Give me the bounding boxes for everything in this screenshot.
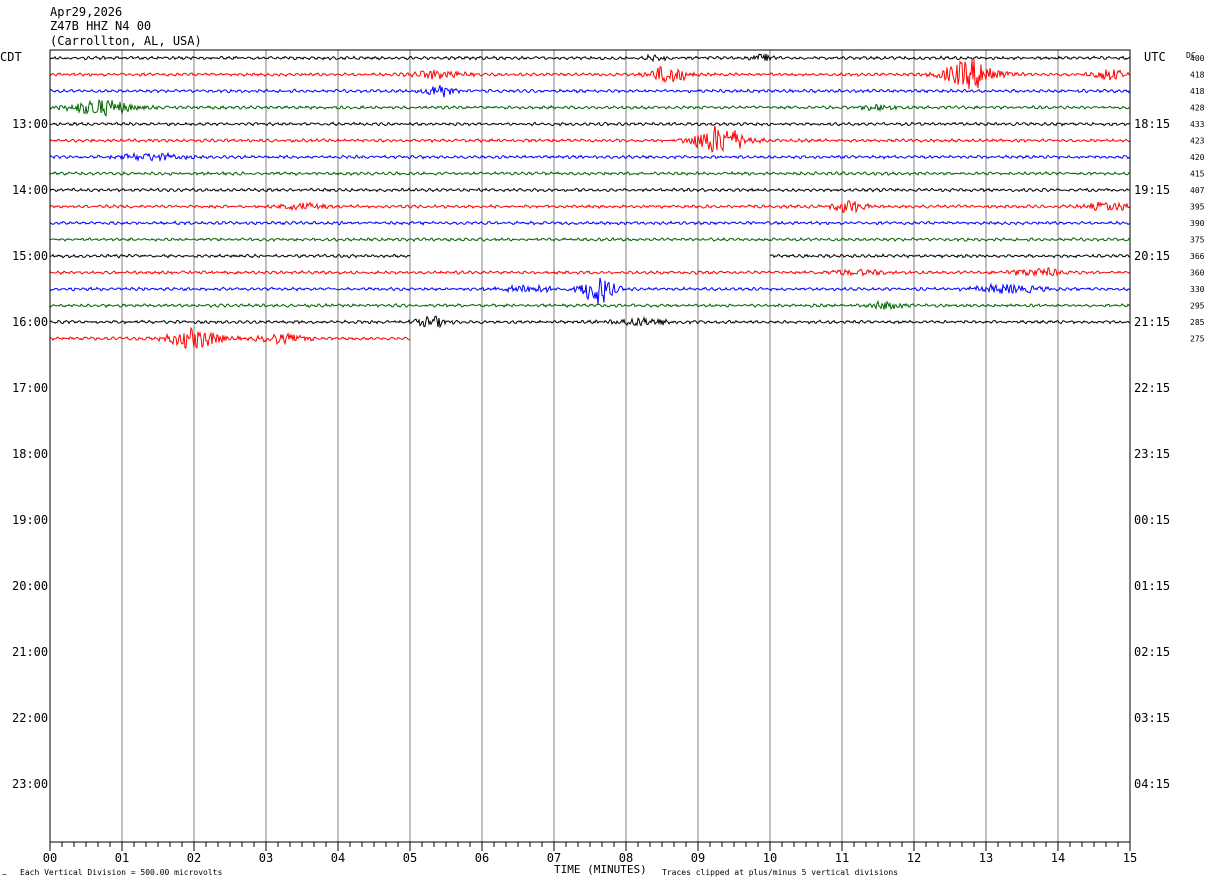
x-axis-title: TIME (MINUTES) — [554, 863, 647, 876]
left-hour-label: 18:00 — [12, 447, 48, 461]
left-hour-labels: 13:00 14:00 15:00 16:00 17:00 18:00 19:00 20:00… — [12, 117, 48, 791]
right-hour-label: 03:15 — [1134, 711, 1170, 725]
header-date: Apr29,2026 — [50, 5, 122, 19]
trace-row — [49, 187, 1130, 193]
trace-row — [49, 125, 1131, 153]
x-tick-label: 14 — [1051, 851, 1065, 865]
left-hour-label: 16:00 — [12, 315, 48, 329]
left-hour-label: 23:00 — [12, 777, 48, 791]
trace-row — [49, 85, 1131, 98]
left-hour-label: 13:00 — [12, 117, 48, 131]
dc-offset-label: 407 — [1190, 186, 1205, 195]
dc-offset-label: 433 — [1190, 120, 1205, 129]
left-hour-label: 15:00 — [12, 249, 48, 263]
header-station: Z47B HHZ N4 00 — [50, 19, 151, 33]
header-location: (Carrollton, AL, USA) — [50, 34, 202, 48]
plot-frame — [49, 49, 1131, 843]
x-axis-ticks — [49, 842, 1131, 851]
trace-row — [49, 151, 1131, 163]
x-tick-label: 06 — [475, 851, 489, 865]
x-tick-label: 08 — [619, 851, 633, 865]
right-hour-label: 20:15 — [1134, 249, 1170, 263]
right-hour-label: 18:15 — [1134, 117, 1170, 131]
x-tick-label: 07 — [547, 851, 561, 865]
dc-offset-label: 420 — [1190, 153, 1205, 162]
plot-border — [49, 49, 1131, 843]
dc-offset-label: 428 — [1190, 104, 1205, 113]
right-hour-label: 02:15 — [1134, 645, 1170, 659]
scale-note: Each Vertical Division = 500.00 microvol… — [20, 868, 222, 877]
seismic-traces — [49, 53, 1131, 349]
trace-row — [49, 53, 1131, 63]
trace-row — [49, 236, 1131, 243]
left-hour-label: 22:00 — [12, 711, 48, 725]
trace-row — [49, 121, 1131, 127]
left-hour-label: 19:00 — [12, 513, 48, 527]
right-hour-labels: 18:15 19:15 20:15 21:15 22:15 23:15 00:15 01:15… — [1134, 117, 1170, 791]
trace-row — [49, 267, 1131, 277]
dc-offset-label: 423 — [1190, 137, 1205, 146]
dc-offset-label: 390 — [1190, 219, 1205, 228]
dc-offset-label: 295 — [1190, 302, 1205, 311]
right-hour-label: 04:15 — [1134, 777, 1170, 791]
trace-row — [49, 200, 1131, 214]
trace-row — [49, 315, 1131, 329]
dc-offset-label: 285 — [1190, 318, 1205, 327]
clip-note: Traces clipped at plus/minus 5 vertical … — [662, 868, 898, 877]
trace-row — [49, 277, 1131, 306]
left-hour-label: 14:00 — [12, 183, 48, 197]
right-hour-label: 00:15 — [1134, 513, 1170, 527]
x-tick-label: 15 — [1123, 851, 1137, 865]
x-axis-tick-labels: 00 01 02 03 04 05 06 07 08 09 10 11 12 13 14 15 — [43, 851, 1137, 865]
left-hour-label: 21:00 — [12, 645, 48, 659]
dc-offset-label: 418 — [1190, 71, 1205, 80]
x-tick-label: 12 — [907, 851, 921, 865]
dc-offset-labels: 400 418 418 428 433 423 420 415 407 395 390 375 366 3… — [1190, 54, 1205, 344]
trace-row — [49, 170, 1131, 177]
dc-offset-label: 275 — [1190, 335, 1205, 344]
x-tick-label: 01 — [115, 851, 129, 865]
x-tick-label: 13 — [979, 851, 993, 865]
x-tick-label: 03 — [259, 851, 273, 865]
right-hour-label: 22:15 — [1134, 381, 1170, 395]
scale-mark: ~ — [2, 870, 7, 879]
x-tick-label: 00 — [43, 851, 57, 865]
trace-row — [49, 326, 411, 349]
dc-offset-label: 400 — [1190, 54, 1205, 63]
right-hour-label: 19:15 — [1134, 183, 1170, 197]
right-hour-label: 21:15 — [1134, 315, 1170, 329]
dc-header-label: DC — [1186, 51, 1196, 60]
dc-offset-label: 415 — [1190, 170, 1205, 179]
dc-offset-label: 330 — [1190, 285, 1205, 294]
trace-row — [769, 253, 1131, 259]
left-hour-label: 20:00 — [12, 579, 48, 593]
dc-offset-label: 366 — [1190, 252, 1205, 261]
right-timezone-label: UTC — [1144, 50, 1166, 64]
left-timezone-label: CDT — [0, 50, 22, 64]
x-tick-label: 10 — [763, 851, 777, 865]
x-tick-label: 04 — [331, 851, 345, 865]
dc-offset-label: 360 — [1190, 269, 1205, 278]
x-tick-label: 02 — [187, 851, 201, 865]
trace-row — [49, 220, 1131, 226]
x-tick-label: 05 — [403, 851, 417, 865]
dc-offset-label: 395 — [1190, 203, 1205, 212]
minute-gridlines — [121, 50, 1059, 842]
x-tick-label: 11 — [835, 851, 849, 865]
trace-row — [49, 299, 1131, 311]
trace-row — [49, 98, 1131, 117]
dc-offset-label: 375 — [1190, 236, 1205, 245]
x-tick-label: 09 — [691, 851, 705, 865]
right-hour-label: 01:15 — [1134, 579, 1170, 593]
right-hour-label: 23:15 — [1134, 447, 1170, 461]
dc-offset-label: 418 — [1190, 87, 1205, 96]
left-hour-label: 17:00 — [12, 381, 48, 395]
trace-row — [49, 59, 1131, 90]
trace-row — [49, 253, 411, 259]
